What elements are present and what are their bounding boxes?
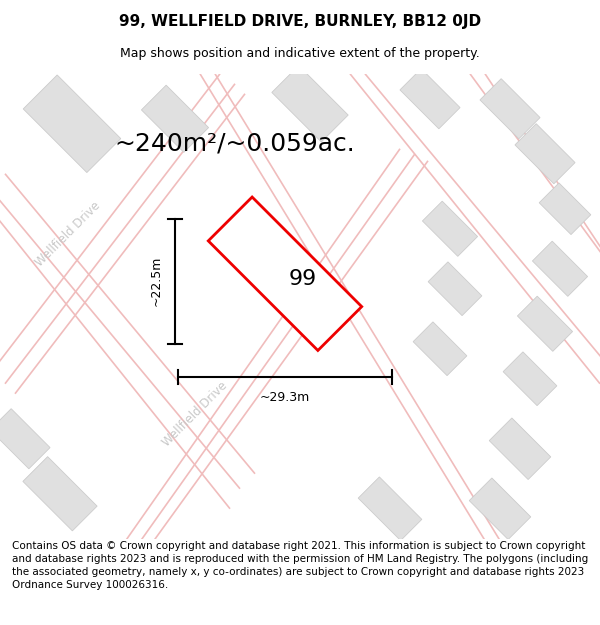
Text: Wellfield Drive: Wellfield Drive (160, 379, 230, 449)
Polygon shape (400, 69, 460, 129)
Polygon shape (23, 457, 97, 531)
Text: ~22.5m: ~22.5m (150, 256, 163, 306)
Polygon shape (272, 66, 348, 142)
Polygon shape (503, 352, 557, 406)
Polygon shape (142, 85, 209, 152)
Polygon shape (532, 241, 587, 296)
Polygon shape (208, 197, 362, 351)
Polygon shape (23, 75, 121, 172)
Polygon shape (413, 322, 467, 376)
Polygon shape (0, 409, 50, 469)
Text: 99: 99 (289, 269, 317, 289)
Text: Wellfield Drive: Wellfield Drive (33, 199, 103, 269)
Polygon shape (428, 262, 482, 316)
Polygon shape (517, 296, 572, 351)
Polygon shape (539, 183, 591, 234)
Text: Contains OS data © Crown copyright and database right 2021. This information is : Contains OS data © Crown copyright and d… (12, 541, 588, 590)
Polygon shape (469, 478, 531, 539)
Text: ~29.3m: ~29.3m (260, 391, 310, 404)
Text: ~240m²/~0.059ac.: ~240m²/~0.059ac. (115, 132, 355, 156)
Polygon shape (515, 124, 575, 184)
Polygon shape (489, 418, 551, 479)
Text: Map shows position and indicative extent of the property.: Map shows position and indicative extent… (120, 48, 480, 61)
Text: 99, WELLFIELD DRIVE, BURNLEY, BB12 0JD: 99, WELLFIELD DRIVE, BURNLEY, BB12 0JD (119, 14, 481, 29)
Polygon shape (480, 79, 540, 139)
Polygon shape (358, 477, 422, 541)
Polygon shape (422, 201, 478, 256)
